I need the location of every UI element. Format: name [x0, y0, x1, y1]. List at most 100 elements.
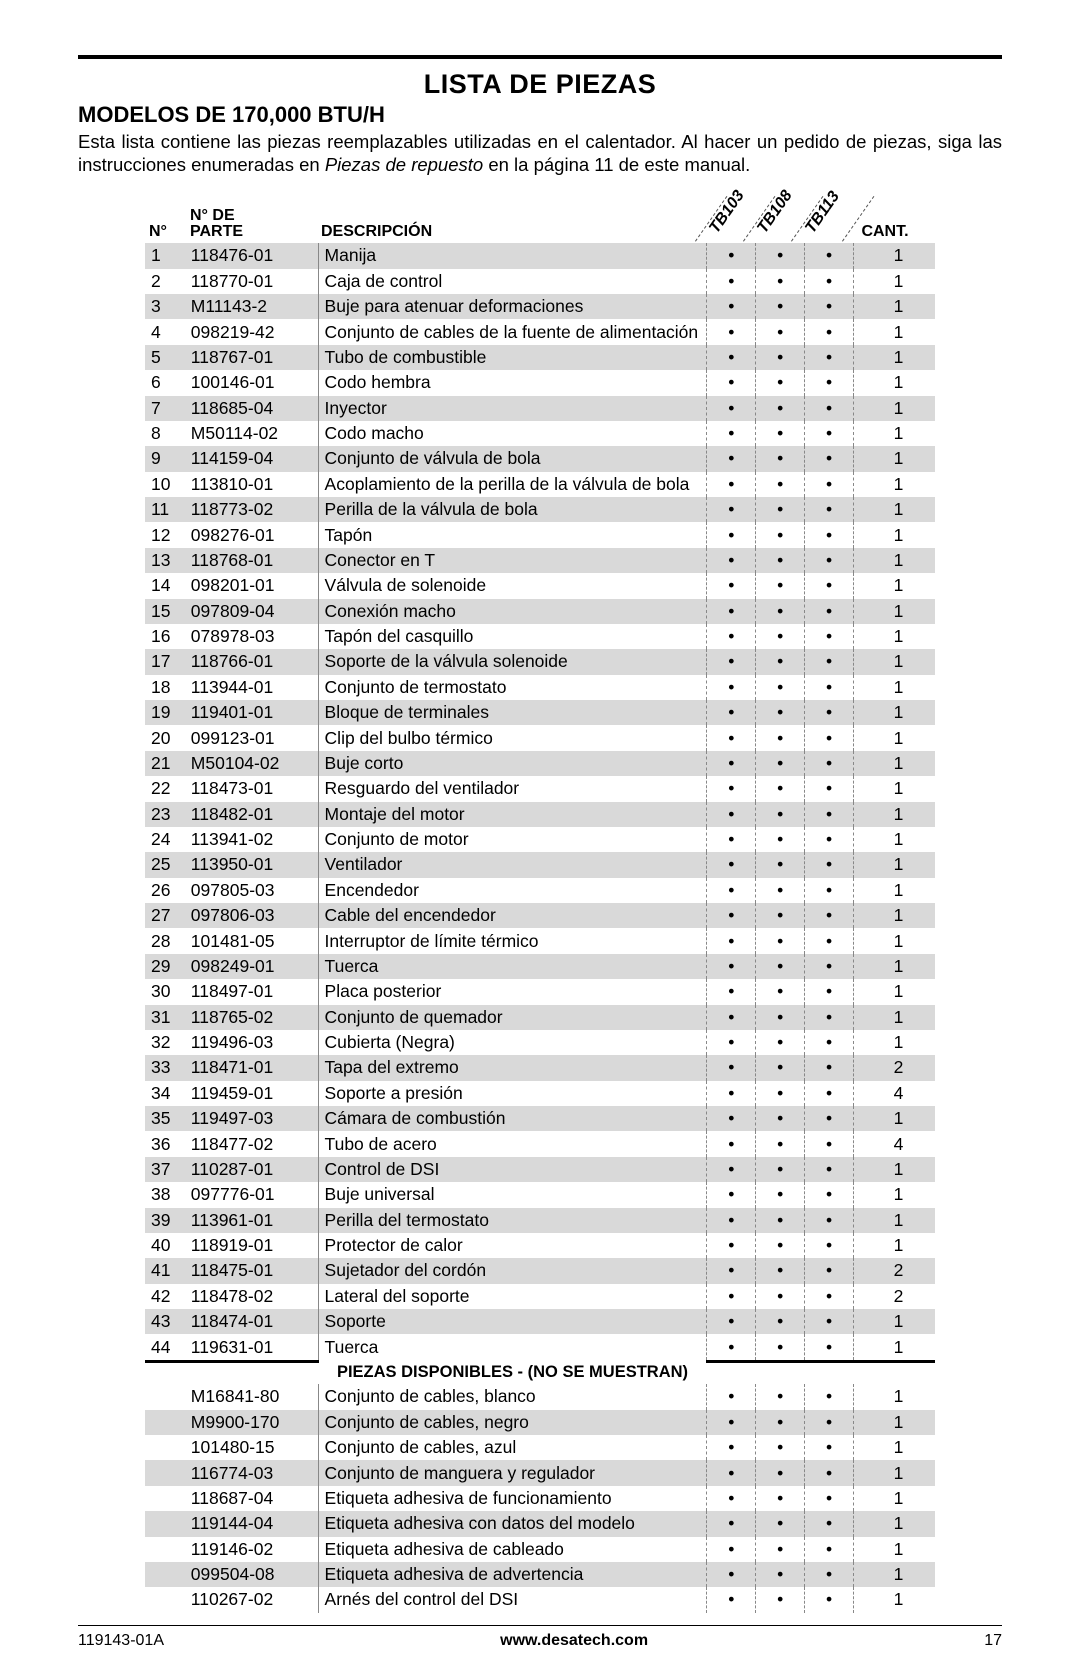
table-row: 099504-08Etiqueta adhesiva de advertenci… — [145, 1562, 935, 1587]
cell-m1: • — [707, 319, 756, 344]
cell-qty: 1 — [854, 903, 935, 928]
cell-m1: • — [707, 497, 756, 522]
cell-num: 23 — [145, 802, 191, 827]
section-divider: PIEZAS DISPONIBLES - (NO SE MUESTRAN) — [145, 1361, 935, 1384]
table-row: 40118919-01Protector de calor•••1 — [145, 1233, 935, 1258]
cell-desc: Conector en T — [318, 548, 707, 573]
cell-qty: 1 — [854, 802, 935, 827]
cell-m1: • — [707, 725, 756, 750]
cell-m2: • — [756, 675, 805, 700]
header-num: N° — [145, 223, 190, 241]
cell-qty: 1 — [854, 1309, 935, 1334]
section-label: PIEZAS DISPONIBLES - (NO SE MUESTRAN) — [318, 1361, 707, 1384]
cell-m3: • — [805, 1081, 854, 1106]
cell-m1: • — [707, 1182, 756, 1207]
table-row: 18113944-01Conjunto de termostato•••1 — [145, 675, 935, 700]
cell-qty: 1 — [854, 675, 935, 700]
cell-m1: • — [707, 573, 756, 598]
cell-num: 34 — [145, 1081, 191, 1106]
cell-m3: • — [805, 649, 854, 674]
cell-qty: 1 — [854, 1208, 935, 1233]
cell-desc: Encendedor — [318, 878, 707, 903]
cell-desc: Etiqueta adhesiva de cableado — [318, 1537, 707, 1562]
cell-m1: • — [707, 1030, 756, 1055]
cell-m2: • — [756, 1334, 805, 1361]
cell-m2: • — [756, 928, 805, 953]
cell-part: 101480-15 — [191, 1435, 318, 1460]
cell-qty: 2 — [854, 1258, 935, 1283]
cell-desc: Conjunto de cables, azul — [318, 1435, 707, 1460]
cell-m2: • — [756, 1384, 805, 1409]
cell-desc: Codo hembra — [318, 370, 707, 395]
cell-m2: • — [756, 1182, 805, 1207]
cell-qty: 4 — [854, 1131, 935, 1156]
cell-part: 078978-03 — [191, 624, 318, 649]
cell-qty: 1 — [854, 599, 935, 624]
cell-m3: • — [805, 1030, 854, 1055]
cell-part: 118685-04 — [191, 396, 318, 421]
cell-m3: • — [805, 1334, 854, 1361]
cell-m1: • — [707, 548, 756, 573]
page: LISTA DE PIEZAS MODELOS DE 170,000 BTU/H… — [0, 0, 1080, 1680]
table-row: 29098249-01Tuerca•••1 — [145, 954, 935, 979]
cell-m1: • — [707, 1460, 756, 1485]
table-row: 27097806-03Cable del encendedor•••1 — [145, 903, 935, 928]
cell-m3: • — [805, 1562, 854, 1587]
cell-m3: • — [805, 1486, 854, 1511]
cell-m2: • — [756, 1081, 805, 1106]
cell-desc: Cubierta (Negra) — [318, 1030, 707, 1055]
cell-m3: • — [805, 1055, 854, 1080]
cell-part: 097805-03 — [191, 878, 318, 903]
parts-table-wrap: N° N° DE PARTE DESCRIPCIÓN TB103 TB108 T… — [145, 182, 935, 1612]
intro-italic: Piezas de repuesto — [325, 154, 483, 175]
cell-desc: Sujetador del cordón — [318, 1258, 707, 1283]
cell-desc: Montaje del motor — [318, 802, 707, 827]
cell-m3: • — [805, 345, 854, 370]
cell-m1: • — [707, 1309, 756, 1334]
table-row: 5118767-01Tubo de combustible•••1 — [145, 345, 935, 370]
cell-m1: • — [707, 776, 756, 801]
main-title: LISTA DE PIEZAS — [78, 69, 1002, 100]
cell-m2: • — [756, 954, 805, 979]
cell-desc: Válvula de solenoide — [318, 573, 707, 598]
cell-qty: 1 — [854, 649, 935, 674]
cell-m1: • — [707, 1435, 756, 1460]
cell-qty: 1 — [854, 1005, 935, 1030]
table-row: 118687-04Etiqueta adhesiva de funcionami… — [145, 1486, 935, 1511]
cell-num: 40 — [145, 1233, 191, 1258]
cell-desc: Lateral del soporte — [318, 1284, 707, 1309]
table-row: 22118473-01Resguardo del ventilador•••1 — [145, 776, 935, 801]
cell-desc: Bloque de terminales — [318, 700, 707, 725]
cell-part: 100146-01 — [191, 370, 318, 395]
table-row: 25113950-01Ventilador•••1 — [145, 852, 935, 877]
cell-m1: • — [707, 1081, 756, 1106]
cell-desc: Acoplamiento de la perilla de la válvula… — [318, 472, 707, 497]
table-row: 35119497-03Cámara de combustión•••1 — [145, 1106, 935, 1131]
table-row: 37110287-01Control de DSI•••1 — [145, 1157, 935, 1182]
table-row: 26097805-03Encendedor•••1 — [145, 878, 935, 903]
cell-m2: • — [756, 1233, 805, 1258]
cell-m2: • — [756, 1030, 805, 1055]
cell-part: M11143-2 — [191, 294, 318, 319]
cell-m2: • — [756, 1258, 805, 1283]
table-row: 17118766-01Soporte de la válvula solenoi… — [145, 649, 935, 674]
cell-num: 31 — [145, 1005, 191, 1030]
cell-num: 8 — [145, 421, 191, 446]
cell-num: 29 — [145, 954, 191, 979]
cell-m2: • — [756, 573, 805, 598]
cell-num: 9 — [145, 446, 191, 471]
cell-m3: • — [805, 421, 854, 446]
cell-m2: • — [756, 294, 805, 319]
cell-part: 113810-01 — [191, 472, 318, 497]
cell-part: 118497-01 — [191, 979, 318, 1004]
cell-part: M9900-170 — [191, 1410, 318, 1435]
cell-m1: • — [707, 1233, 756, 1258]
cell-desc: Etiqueta adhesiva de funcionamiento — [318, 1486, 707, 1511]
table-row: 42118478-02Lateral del soporte•••2 — [145, 1284, 935, 1309]
cell-m1: • — [707, 675, 756, 700]
cell-m2: • — [756, 751, 805, 776]
table-row: 34119459-01Soporte a presión•••4 — [145, 1081, 935, 1106]
cell-m3: • — [805, 370, 854, 395]
cell-m2: • — [756, 269, 805, 294]
cell-m1: • — [707, 599, 756, 624]
